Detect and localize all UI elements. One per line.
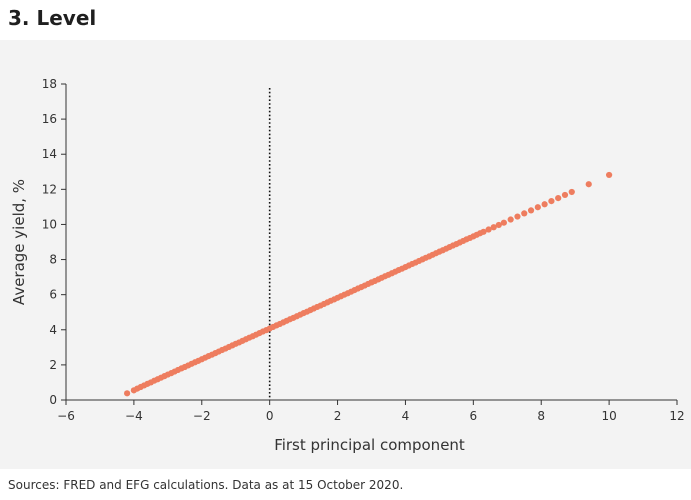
data-point xyxy=(507,216,514,223)
plot-background xyxy=(0,73,691,469)
title-bar xyxy=(0,0,691,40)
y-tick-label: 4 xyxy=(49,323,57,337)
data-point xyxy=(606,171,613,179)
data-point xyxy=(548,197,555,205)
chart-title: 3. Level xyxy=(8,6,97,30)
y-tick-label: 6 xyxy=(49,288,57,302)
y-tick-label: 12 xyxy=(42,182,57,196)
data-point xyxy=(541,201,548,208)
data-point xyxy=(568,188,575,196)
scatter-chart: −6 −4 −2 0 2 4 6 8 10 12 0 2 4 6 8 10 12 14 16 18 Average y… xyxy=(10,77,685,454)
y-tick-label: 16 xyxy=(42,112,57,126)
x-tick-label: 6 xyxy=(470,409,478,423)
data-point xyxy=(500,219,507,226)
data-point xyxy=(585,181,592,188)
x-tick-label: 8 xyxy=(537,409,545,423)
data-point xyxy=(534,204,541,211)
x-tick-label: 4 xyxy=(402,409,410,423)
chart-top-panel xyxy=(0,40,691,73)
data-point xyxy=(485,226,492,233)
y-axis-label: Average yield, % xyxy=(10,179,28,305)
y-tick-label: 14 xyxy=(42,147,57,161)
data-points xyxy=(124,171,613,397)
data-point xyxy=(555,195,562,202)
data-point xyxy=(527,207,535,214)
x-axis-label: First principal component xyxy=(274,436,465,454)
data-point xyxy=(490,224,497,231)
source-note: Sources: FRED and EFG calculations. Data… xyxy=(8,478,404,492)
data-point xyxy=(495,221,502,229)
y-tick-label: 18 xyxy=(42,77,57,91)
x-tick-label: −6 xyxy=(57,409,75,423)
data-point xyxy=(514,213,521,220)
x-tick-label: 12 xyxy=(669,409,684,423)
y-tick-label: 0 xyxy=(49,393,57,407)
y-tick-label: 2 xyxy=(49,358,57,372)
data-point xyxy=(521,210,528,217)
x-tick-label: 10 xyxy=(601,409,616,423)
x-tick-label: −2 xyxy=(193,409,211,423)
x-tick-label: 0 xyxy=(266,409,274,423)
x-tick-label: −4 xyxy=(125,409,143,423)
axes: −6 −4 −2 0 2 4 6 8 10 12 0 2 4 6 8 10 12 14 16 18 xyxy=(42,77,685,423)
y-tick-label: 8 xyxy=(49,253,57,267)
y-tick-label: 10 xyxy=(42,217,57,231)
data-point xyxy=(561,191,569,199)
x-tick-label: 2 xyxy=(334,409,342,423)
data-point xyxy=(124,390,131,397)
data-point xyxy=(480,228,487,235)
